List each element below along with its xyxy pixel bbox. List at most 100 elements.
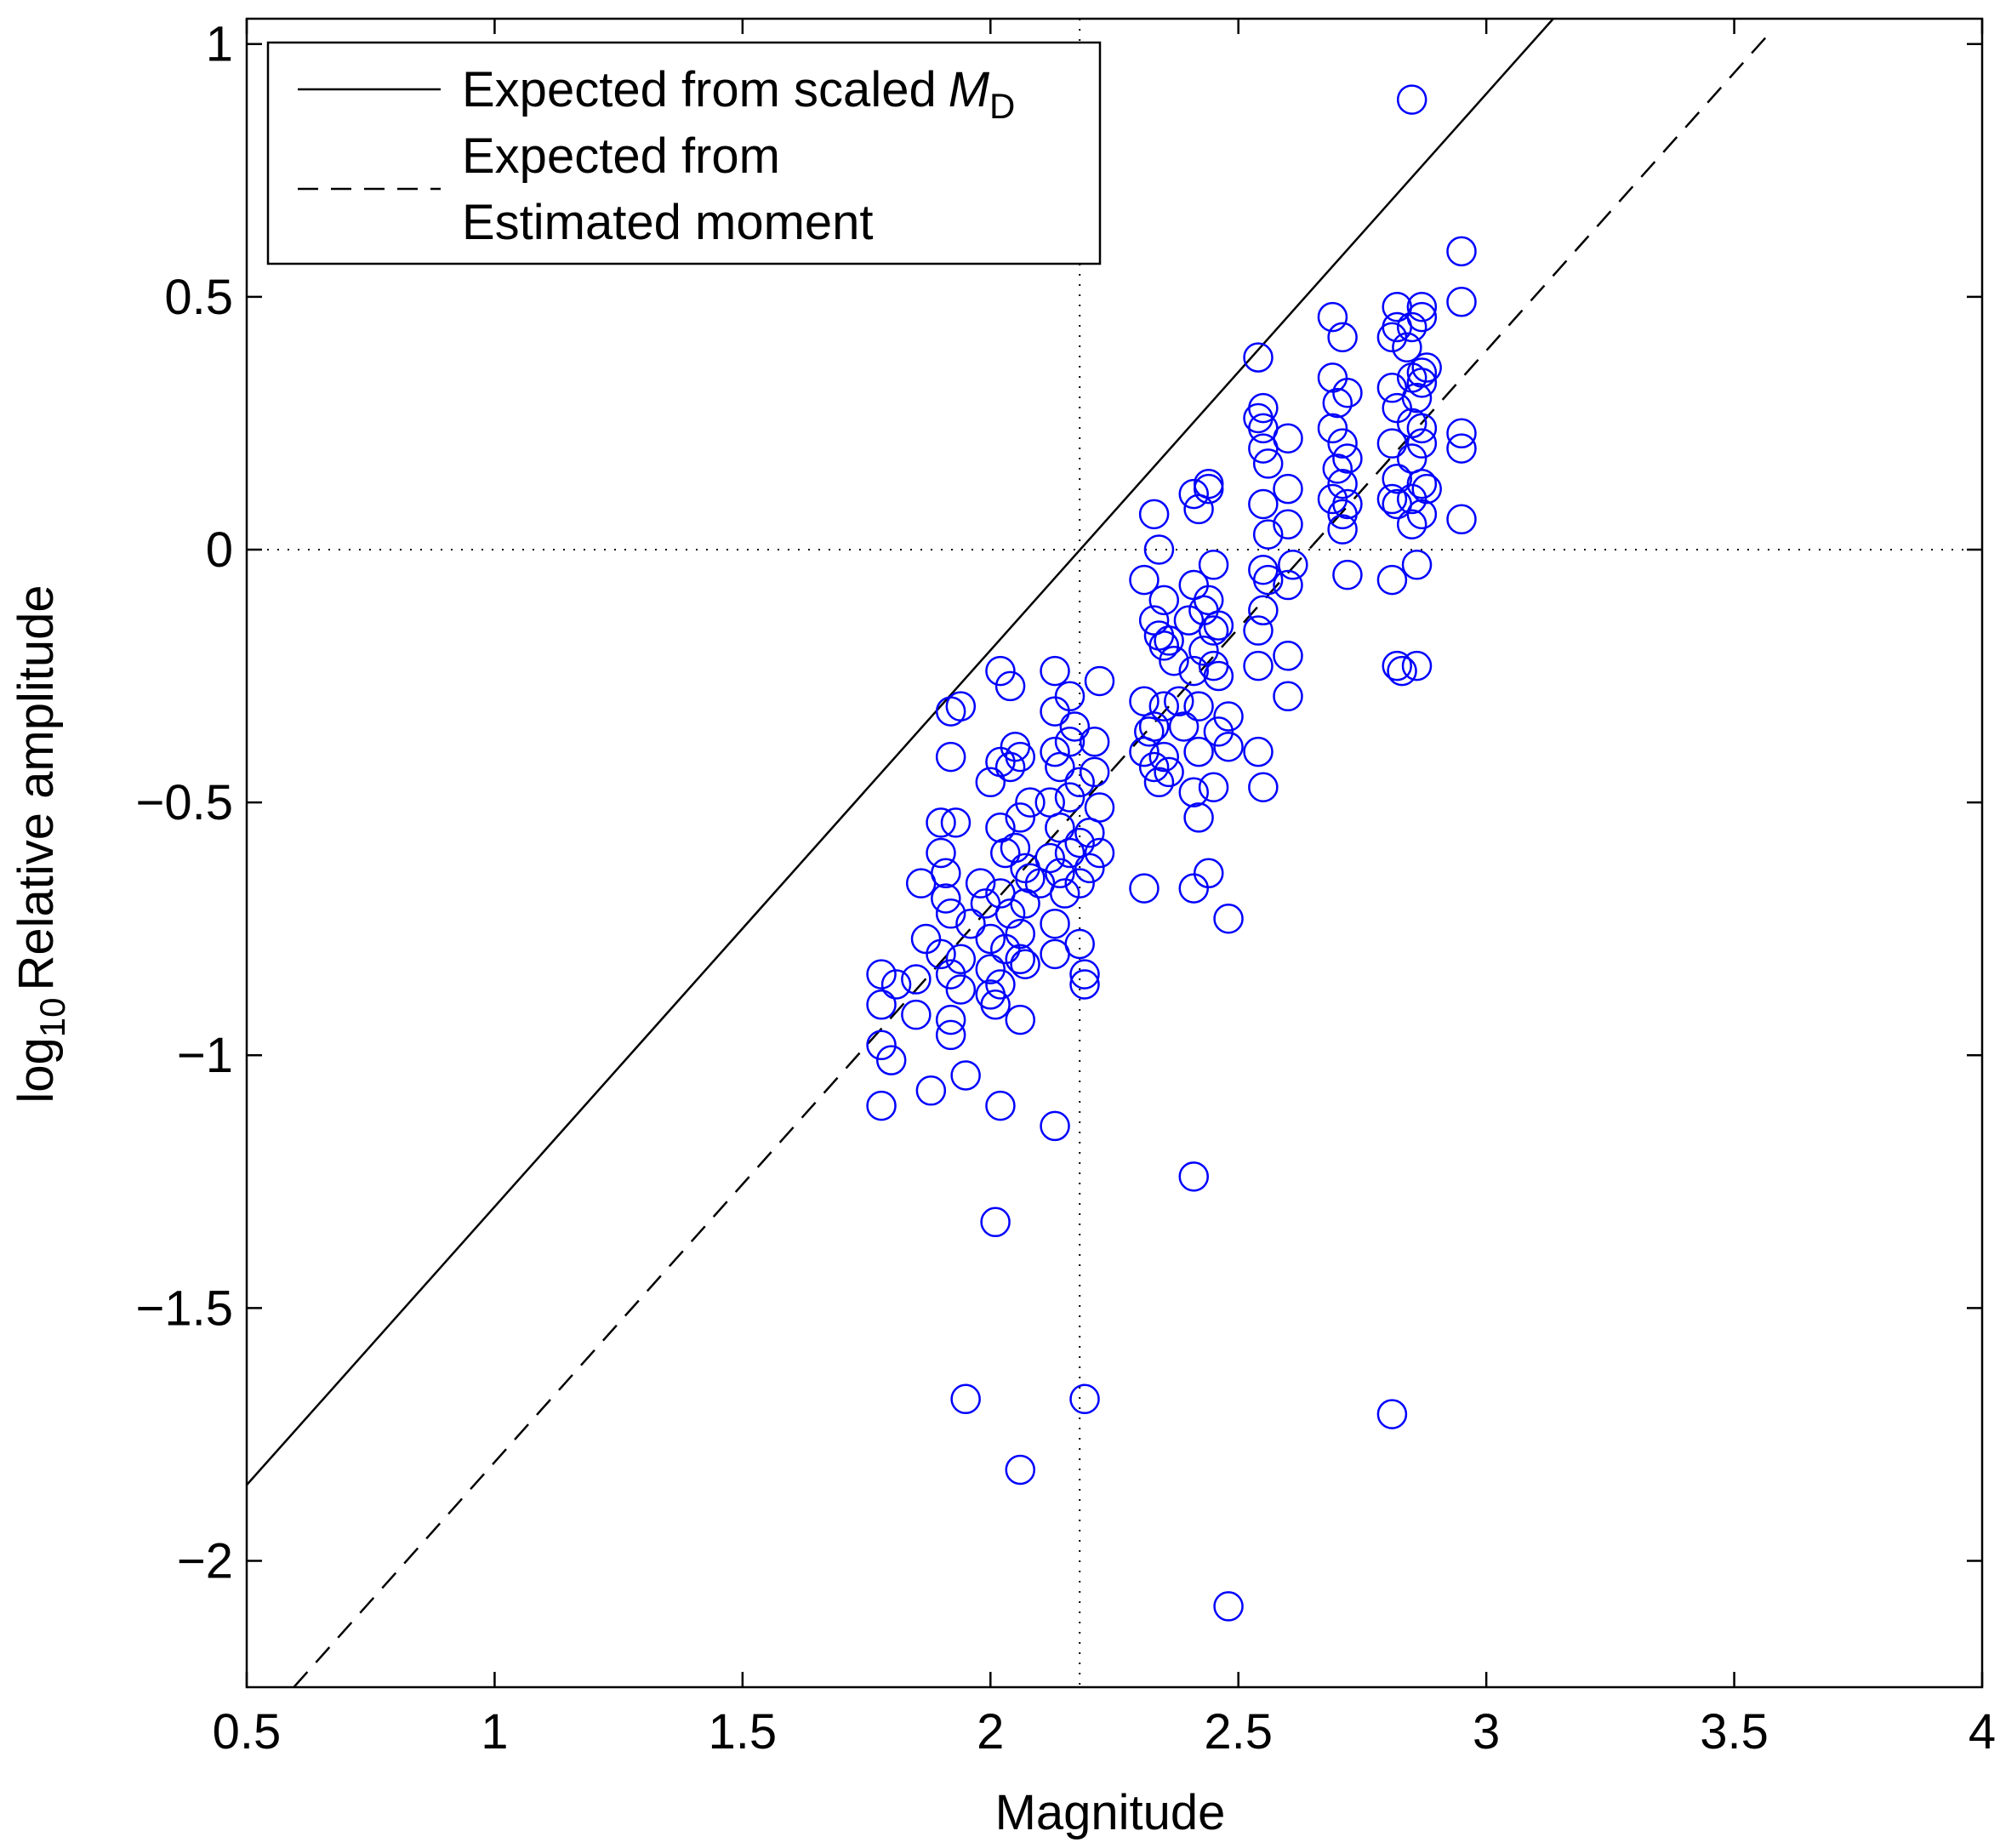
scatter-point: [1148, 630, 1180, 661]
scatter-point: [1138, 751, 1170, 783]
scatter-point: [1317, 483, 1348, 515]
scatter-point: [1203, 716, 1234, 747]
scatter-point: [1396, 509, 1427, 539]
scatter-point: [1213, 731, 1244, 762]
scatter-point: [1322, 387, 1353, 419]
scatter-point: [1148, 741, 1180, 773]
scatter-point: [866, 1030, 897, 1061]
scatter-point: [1178, 1161, 1210, 1192]
scatter-point: [985, 969, 1016, 1000]
scatter-point: [915, 1075, 947, 1106]
scatter-point: [901, 964, 932, 995]
scatter-point: [1138, 499, 1170, 530]
scatter-point: [1213, 701, 1244, 732]
scatter-point: [1045, 858, 1075, 889]
y-tick-label: −0.5: [136, 775, 234, 830]
scatter-point: [1446, 433, 1477, 464]
scatter-point: [994, 670, 1026, 702]
scatter-point: [880, 969, 912, 1000]
scatter-point: [1213, 904, 1244, 934]
scatter-point: [875, 1045, 907, 1075]
scatter-point: [980, 1206, 1011, 1238]
scatter-point: [945, 691, 977, 722]
scatter-point: [985, 655, 1016, 687]
scatter-point: [1159, 645, 1189, 676]
scatter-point: [1273, 640, 1303, 671]
legend-box: [266, 41, 1102, 265]
scatter-point: [1243, 736, 1274, 767]
x-tick-label: 3: [1473, 1704, 1500, 1760]
legend-label-text: Expected from scaled: [462, 62, 937, 117]
scatter-point: [1198, 615, 1229, 646]
legend-label: Expected from: [462, 128, 780, 184]
scatter-point: [1005, 741, 1036, 773]
scatter-point: [1154, 756, 1184, 788]
scatter-point: [975, 954, 1006, 984]
scatter-point: [1134, 716, 1165, 747]
scatter-point: [1387, 655, 1417, 687]
scatter-point: [1064, 928, 1095, 960]
scatter-point: [1143, 534, 1175, 565]
y-tick-label: −1: [177, 1028, 233, 1083]
x-tick-label: 1: [481, 1704, 508, 1760]
scatter-point: [1010, 888, 1040, 919]
scatter-point: [994, 898, 1026, 929]
scatter-point: [1084, 837, 1115, 869]
scatter-point: [1198, 772, 1229, 802]
x-tick-label: 0.5: [213, 1704, 282, 1760]
scatter-point: [1446, 504, 1477, 535]
scatter-point: [1015, 787, 1046, 818]
scatter-point: [1406, 368, 1438, 398]
scatter-point: [1248, 595, 1279, 626]
scatter-point: [975, 767, 1006, 798]
scatter-point: [1148, 585, 1180, 616]
scatter-point: [985, 1090, 1016, 1121]
scatter-point: [1243, 402, 1274, 434]
scatter-point: [1327, 468, 1358, 499]
axes: 0.5 1 1.5 2 2.5 3 3.5 4 −2 −1.5 −1 −0.5 0 0.5 1: [136, 17, 1997, 1760]
scatter-point: [1382, 650, 1412, 682]
scatter-point: [1396, 311, 1427, 343]
scatter-point: [1317, 301, 1348, 333]
scatter-point: [1049, 878, 1080, 909]
scatter-point: [1188, 636, 1219, 666]
scatter-point: [1406, 428, 1438, 459]
scatter-point: [926, 837, 956, 869]
x-tick-label: 4: [1969, 1704, 1996, 1760]
y-tick-label: 0.5: [164, 270, 233, 325]
scatter-point: [1040, 655, 1070, 687]
scatter-point: [1332, 559, 1363, 590]
y-axis-label: log10 Relative amplitude: [9, 585, 72, 1103]
scatter-point: [1000, 832, 1031, 864]
scatter-point: [1273, 569, 1303, 601]
scatter-point: [1273, 473, 1303, 505]
scatter-point: [1411, 352, 1442, 383]
scatter-point: [1273, 423, 1303, 453]
scatter-point: [1327, 322, 1358, 353]
scatter-point: [940, 807, 972, 838]
x-tick-label: 2: [977, 1704, 1004, 1760]
scatter-point: [990, 933, 1021, 965]
x-tick-label: 1.5: [709, 1704, 778, 1760]
scatter-point: [1248, 554, 1279, 585]
scatter-point: [1376, 564, 1408, 596]
scatter-point: [1252, 519, 1284, 550]
x-tick-label: 2.5: [1204, 1704, 1273, 1760]
legend-label-subscript: D: [989, 86, 1015, 126]
scatter-point: [1079, 756, 1110, 788]
scatter-point: [1005, 802, 1036, 833]
legend-label: Expected from scaled MD: [462, 62, 1015, 126]
scatter-point: [1278, 550, 1308, 580]
scatter-point: [1446, 287, 1477, 317]
scatter-point: [1054, 681, 1085, 712]
x-tick-label: 3.5: [1700, 1704, 1769, 1760]
y-label-subscript: 10: [32, 998, 72, 1038]
scatter-point: [1040, 908, 1070, 939]
scatter-point: [1248, 488, 1279, 520]
scatter-point: [1138, 711, 1170, 742]
legend-label-math: M: [949, 62, 990, 117]
scatter-point: [1054, 782, 1085, 813]
scatter-point: [1198, 550, 1229, 580]
scatter-point: [1064, 868, 1095, 898]
scatter-point: [1069, 1383, 1100, 1415]
